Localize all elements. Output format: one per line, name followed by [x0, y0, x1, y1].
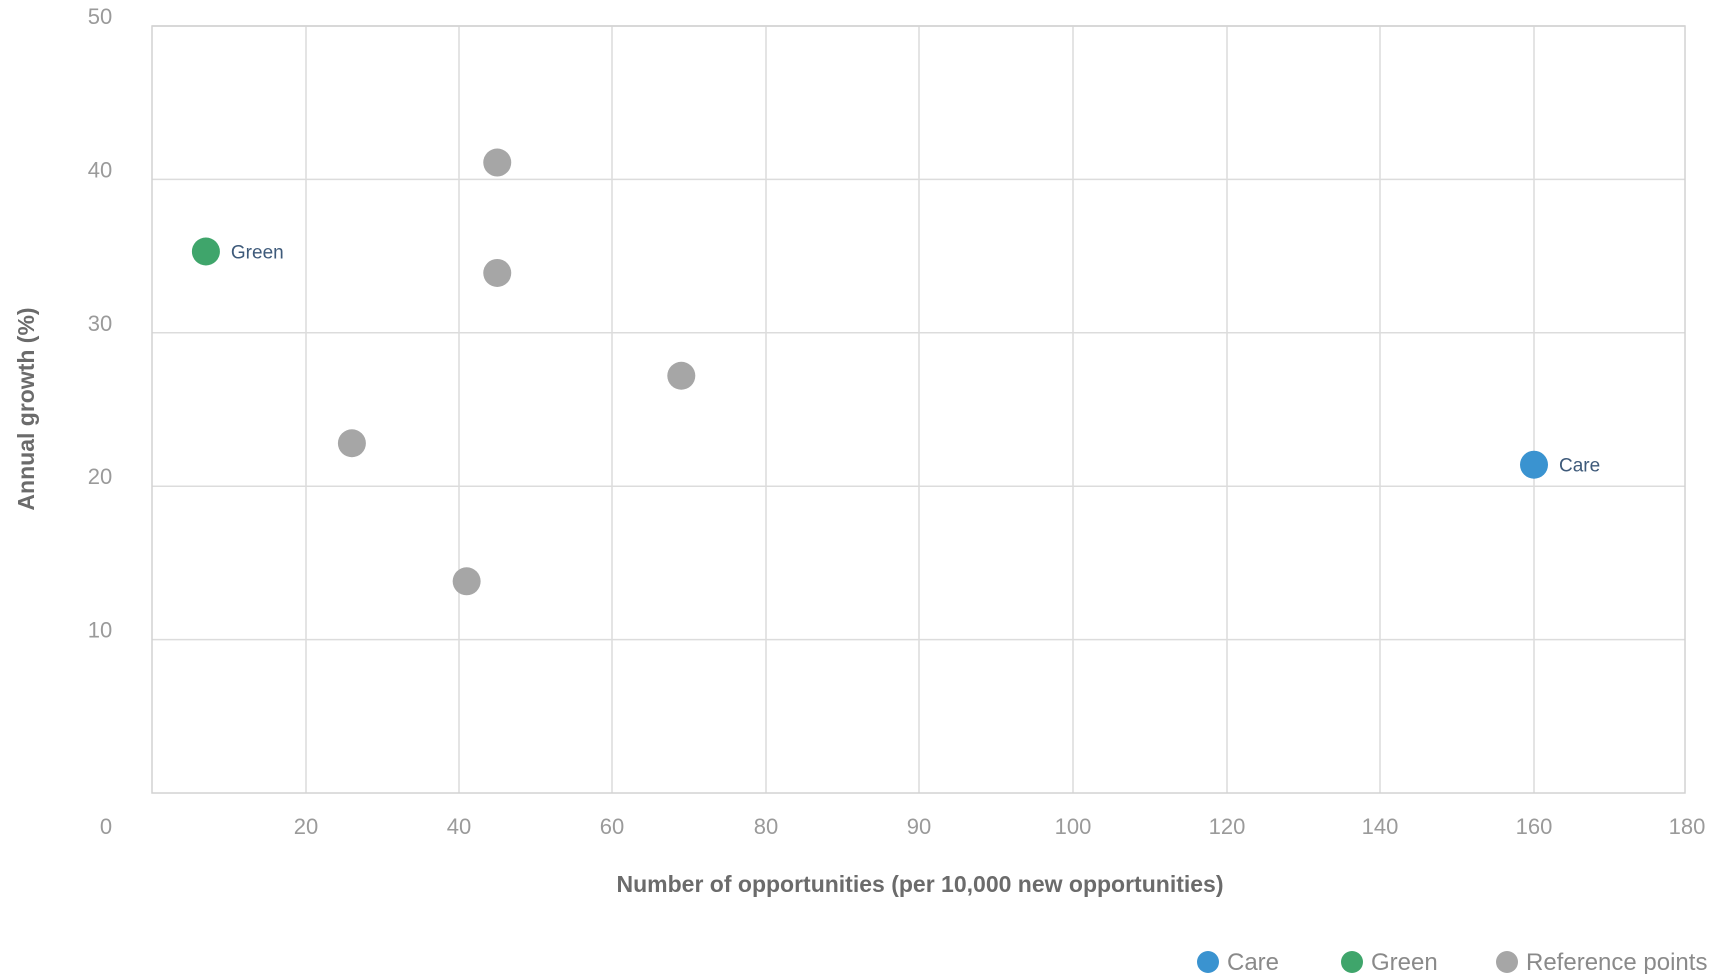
- scatter-point: [1520, 450, 1548, 479]
- legend-marker: [1197, 951, 1219, 973]
- scatter-point: [337, 429, 366, 458]
- x-tick-label: 20: [294, 814, 318, 839]
- x-tick-label: 140: [1362, 814, 1399, 839]
- x-tick-label: 80: [754, 814, 778, 839]
- scatter-point: [191, 237, 220, 266]
- legend-label: Green: [1371, 949, 1438, 974]
- scatter-point: [483, 148, 512, 177]
- tick-labels: 0 20 40 60 80 90 100 120 140 160 180 10 20 30 40 50: [88, 4, 1706, 839]
- point-label: Care: [1559, 456, 1600, 477]
- legend-marker: [1341, 951, 1363, 973]
- legend-label: Care: [1227, 949, 1279, 974]
- x-tick-label: 0: [100, 814, 112, 839]
- x-axis-title: Number of opportunities (per 10,000 new …: [617, 871, 1224, 897]
- y-axis-title: Annual growth (%): [13, 307, 39, 510]
- y-tick-label: 40: [88, 157, 112, 182]
- y-tick-label: 30: [88, 311, 112, 336]
- y-tick-label: 50: [88, 4, 112, 29]
- data-points: Care Green: [191, 148, 1600, 596]
- x-tick-label: 180: [1669, 814, 1706, 839]
- x-tick-label: 100: [1055, 814, 1092, 839]
- plot-frame: [151, 25, 1686, 794]
- legend-marker: [1496, 951, 1518, 973]
- x-tick-label: 120: [1209, 814, 1246, 839]
- x-tick-label: 160: [1516, 814, 1553, 839]
- x-tick-label: 40: [447, 814, 471, 839]
- scatter-point: [667, 361, 696, 390]
- scatter-point: [483, 258, 512, 287]
- legend: Care Green Reference points: [1197, 949, 1707, 974]
- y-tick-label: 20: [88, 464, 112, 489]
- grid-lines: [152, 25, 1685, 793]
- x-tick-label: 60: [600, 814, 624, 839]
- legend-label: Reference points: [1526, 949, 1707, 974]
- y-tick-label: 10: [88, 618, 112, 643]
- scatter-point: [452, 567, 481, 596]
- point-label: Green: [231, 242, 284, 263]
- x-tick-label: 90: [907, 814, 931, 839]
